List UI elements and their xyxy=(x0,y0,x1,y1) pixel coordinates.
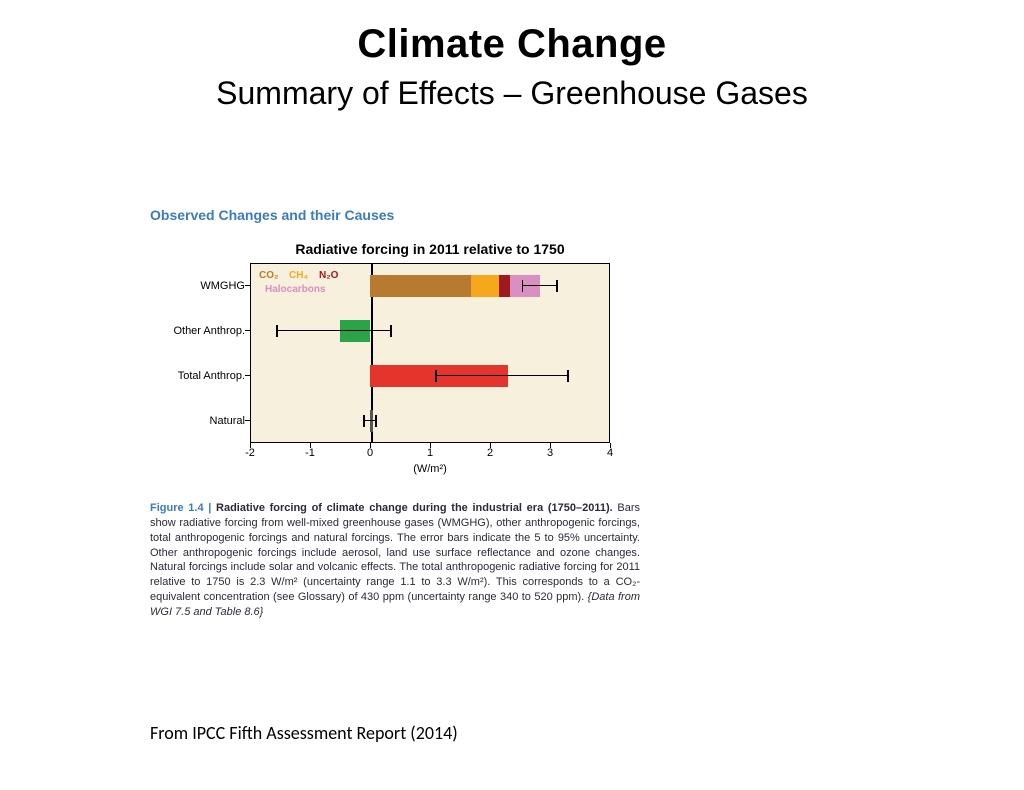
x-tick-mark xyxy=(310,443,311,448)
gas-label: CH₄ xyxy=(289,270,308,281)
figure-caption-title: Radiative forcing of climate change duri… xyxy=(216,502,617,514)
bar-segment xyxy=(499,275,510,297)
figure-caption: Figure 1.4 | Radiative forcing of climat… xyxy=(150,501,640,620)
y-tick-mark xyxy=(245,330,250,331)
x-tick-mark xyxy=(370,443,371,448)
x-tick-label: -2 xyxy=(245,447,255,459)
error-bar xyxy=(436,375,568,377)
x-tick-mark xyxy=(550,443,551,448)
error-bar-cap xyxy=(522,280,524,292)
x-tick-mark xyxy=(610,443,611,448)
page-subtitle: Summary of Effects – Greenhouse Gases xyxy=(0,75,1024,112)
gas-label: N₂O xyxy=(319,270,338,281)
x-tick-label: 0 xyxy=(367,447,373,459)
x-tick-mark xyxy=(250,443,251,448)
chart-area: -2 -1 0 1 2 3 4 (W/m²) WMGHG Other Anthrop. Total … xyxy=(150,263,640,473)
y-tick-label: Total Anthrop. xyxy=(178,370,245,382)
error-bar xyxy=(277,330,391,332)
error-bar xyxy=(522,285,557,287)
error-bar-cap xyxy=(556,280,558,292)
y-tick-label: Other Anthrop. xyxy=(173,325,245,337)
y-tick-mark xyxy=(245,420,250,421)
x-tick-label: -1 xyxy=(305,447,315,459)
error-bar-cap xyxy=(276,325,278,337)
section-heading: Observed Changes and their Causes xyxy=(150,207,640,223)
chart-title: Radiative forcing in 2011 relative to 17… xyxy=(220,241,640,257)
error-bar xyxy=(364,420,376,422)
error-bar-cap xyxy=(375,415,377,427)
page-title: Climate Change xyxy=(0,22,1024,67)
y-tick-mark xyxy=(245,285,250,286)
bar-segment xyxy=(471,275,499,297)
x-tick-label: 1 xyxy=(427,447,433,459)
y-tick-label: WMGHG xyxy=(200,280,245,292)
gas-label: CO₂ xyxy=(259,270,278,281)
error-bar-cap xyxy=(435,370,437,382)
y-tick-label: Natural xyxy=(210,415,245,427)
x-axis-label: (W/m²) xyxy=(250,463,610,475)
error-bar-cap xyxy=(363,415,365,427)
x-tick-label: 2 xyxy=(487,447,493,459)
bar-segment xyxy=(370,275,471,297)
x-tick-mark xyxy=(490,443,491,448)
y-tick-mark xyxy=(245,375,250,376)
error-bar-cap xyxy=(390,325,392,337)
x-tick-label: 3 xyxy=(547,447,553,459)
gas-label: Halocarbons xyxy=(265,284,326,295)
figure-number: Figure 1.4 | xyxy=(150,502,216,514)
x-tick-label: 4 xyxy=(607,447,613,459)
source-attribution: From IPCC Fifth Assessment Report (2014) xyxy=(150,722,458,744)
error-bar-cap xyxy=(567,370,569,382)
x-tick-mark xyxy=(430,443,431,448)
figure-container: Observed Changes and their Causes Radiat… xyxy=(150,207,640,620)
figure-caption-body: Bars show radiative forcing from well-mi… xyxy=(150,502,640,603)
